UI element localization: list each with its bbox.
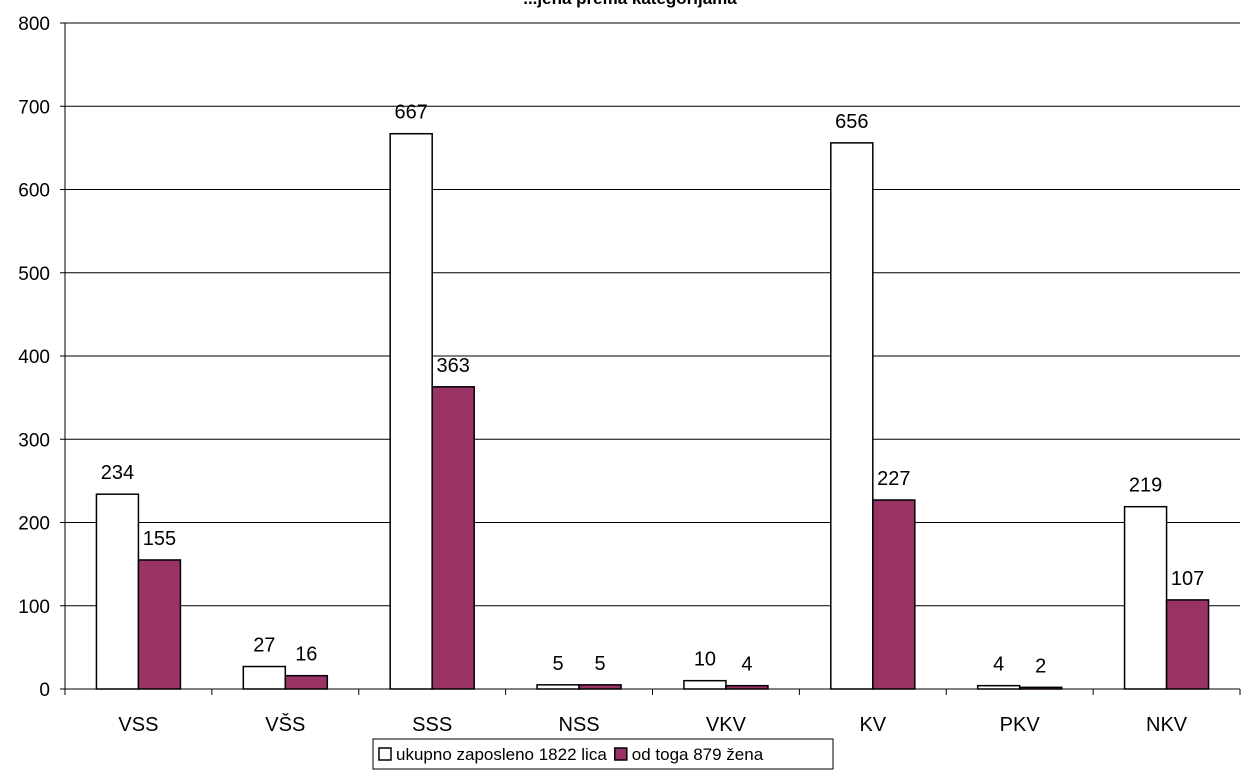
y-tick-label: 100 xyxy=(18,597,50,618)
gridlines xyxy=(65,22,1240,607)
bar xyxy=(725,684,769,690)
y-tick-label: 200 xyxy=(18,514,50,535)
data-label: 4 xyxy=(993,654,1004,676)
data-label: 227 xyxy=(877,468,910,490)
y-tick-label: 300 xyxy=(18,430,50,451)
legend-label: od toga 879 žena xyxy=(632,745,764,764)
bars xyxy=(95,132,1210,690)
axes: 0 100 200 300 400 500 600 700 800 VSS VŠS SSS NSS VKV… xyxy=(18,14,1241,736)
data-label: 10 xyxy=(694,649,716,671)
x-tick-label: VSS xyxy=(118,714,158,736)
legend: ukupno zaposleno 1822 lica od toga 879 že… xyxy=(372,738,834,770)
data-label: 155 xyxy=(143,528,176,550)
data-label: 5 xyxy=(553,653,564,675)
bar xyxy=(284,674,329,690)
x-tick-label: SSS xyxy=(412,714,452,736)
legend-label: ukupno zaposleno 1822 lica xyxy=(396,745,607,764)
bar xyxy=(431,386,475,690)
x-tick-label: NKV xyxy=(1146,714,1188,736)
y-tick-label: 800 xyxy=(18,14,50,35)
bar xyxy=(389,132,433,690)
y-tick-label: 0 xyxy=(39,680,50,701)
y-tick-label: 600 xyxy=(18,181,50,202)
data-label: 107 xyxy=(1171,568,1204,590)
data-label: 4 xyxy=(741,654,752,676)
data-labels: 234 27 667 5 10 656 4 219 155 16 363 5 4 227 2 107 xyxy=(101,102,1205,678)
bar xyxy=(976,684,1021,690)
data-label: 234 xyxy=(101,462,134,484)
bar xyxy=(872,499,916,690)
bar xyxy=(830,142,874,690)
x-tick-label: VŠS xyxy=(265,713,305,736)
legend-swatch xyxy=(378,747,392,761)
data-label: 2 xyxy=(1035,655,1046,677)
data-label: 656 xyxy=(835,111,868,133)
bar xyxy=(1123,505,1168,690)
data-label: 219 xyxy=(1129,475,1162,497)
bar xyxy=(536,684,580,690)
x-tick-label: NSS xyxy=(559,714,600,736)
bar xyxy=(1018,686,1063,690)
bar xyxy=(578,684,622,690)
bar xyxy=(1165,599,1210,690)
y-tick-label: 400 xyxy=(18,347,50,368)
bar xyxy=(242,665,287,690)
data-label: 667 xyxy=(395,102,428,124)
data-label: 16 xyxy=(295,644,317,666)
x-tick-label: KV xyxy=(859,714,886,736)
y-tick-label: 700 xyxy=(18,97,50,118)
data-label: 5 xyxy=(595,653,606,675)
bar xyxy=(683,679,727,690)
x-tick-label: PKV xyxy=(1000,714,1041,736)
data-label: 363 xyxy=(437,355,470,377)
legend-box xyxy=(372,738,834,770)
y-tick-label: 500 xyxy=(18,264,50,285)
legend-swatch xyxy=(614,747,628,761)
bar xyxy=(95,493,140,690)
x-tick-label: VKV xyxy=(706,714,747,736)
data-label: 27 xyxy=(253,635,275,657)
bar xyxy=(137,559,182,690)
chart-title: ...jena prema kategorijama xyxy=(523,0,737,8)
